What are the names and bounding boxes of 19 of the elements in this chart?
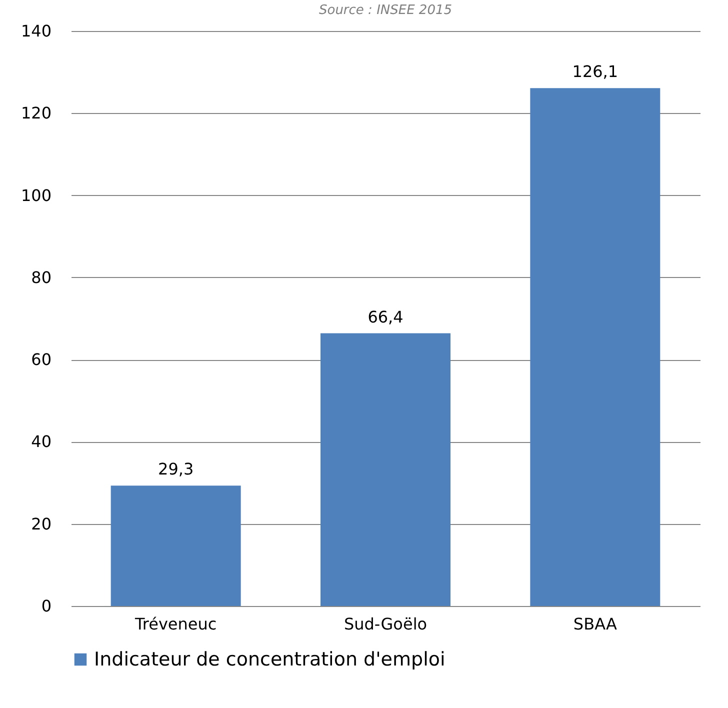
y-tick-label: 100	[20, 186, 52, 205]
y-tick-label: 120	[20, 104, 52, 123]
data-label: 66,4	[368, 307, 404, 326]
x-tick-label: SBAA	[573, 614, 617, 634]
data-label: 29,3	[158, 460, 194, 479]
y-tick-label: 80	[31, 268, 52, 287]
bar	[530, 88, 660, 606]
source-note: Source : INSEE 2015	[318, 3, 452, 18]
y-tick-label: 40	[31, 432, 52, 452]
x-tick-label: Sud-Goëlo	[344, 614, 428, 634]
y-tick-label: 60	[31, 350, 52, 370]
x-tick-label: Tréveneuc	[134, 614, 217, 634]
y-tick-label: 140	[20, 22, 52, 40]
legend-label: Indicateur de concentration d'emploi	[94, 648, 446, 670]
bar	[110, 486, 241, 606]
y-tick-label: 0	[41, 596, 52, 616]
y-tick-label: 20	[31, 514, 52, 534]
bar	[320, 333, 450, 606]
data-label: 126,1	[572, 62, 618, 82]
